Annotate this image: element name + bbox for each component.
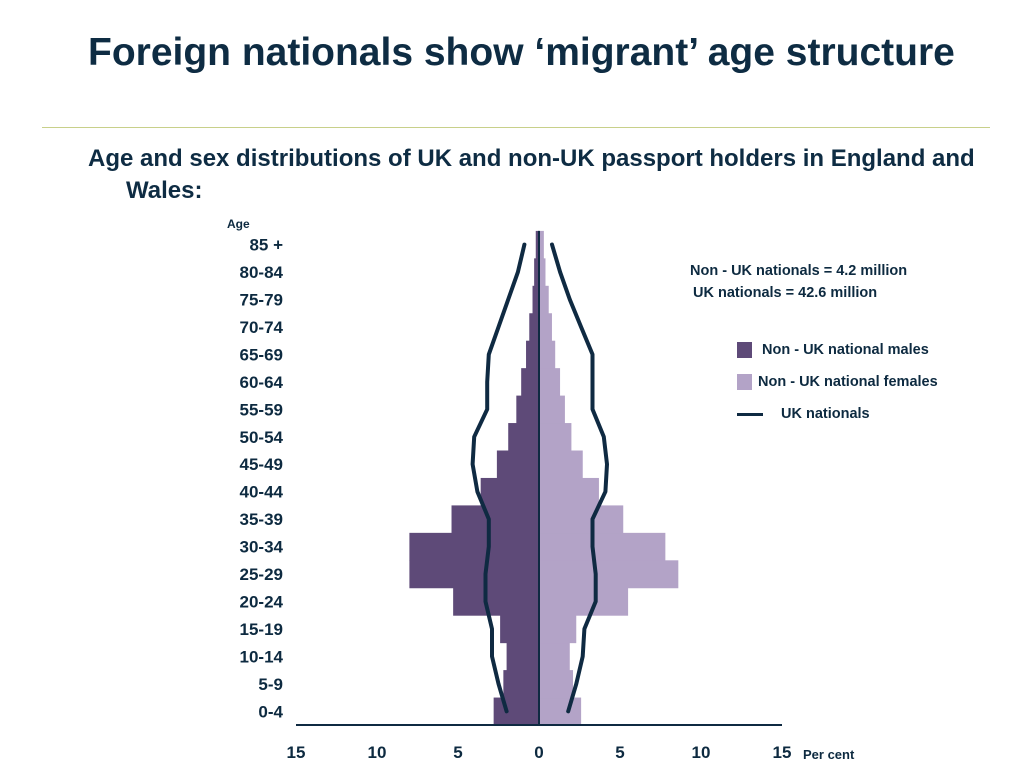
male-bar-60-64	[521, 368, 539, 397]
male-bar-80-84	[534, 258, 539, 287]
y-tick-label: 60-64	[240, 373, 284, 392]
uk-outline-layer	[470, 242, 609, 714]
y-tick-label: 30-34	[240, 538, 284, 557]
y-tick-label: 20-24	[240, 592, 284, 611]
legend-label-males: Non - UK national males	[762, 342, 929, 358]
legend-label-females: Non - UK national females	[758, 374, 938, 390]
male-bar-30-34	[409, 532, 539, 561]
male-bar-10-14	[506, 642, 539, 671]
female-bar-35-39	[539, 505, 624, 534]
y-tick-label: 15-19	[240, 620, 283, 639]
uk-outline-left	[470, 242, 527, 714]
male-bar-75-79	[532, 285, 539, 314]
x-axis-label: Per cent	[803, 747, 855, 762]
legend-swatch-females	[737, 374, 752, 390]
uk-outline-right	[550, 242, 609, 714]
y-tick-label: 45-49	[240, 455, 283, 474]
female-bar-55-59	[539, 395, 565, 424]
female-bar-25-29	[539, 560, 679, 589]
legend-swatch-uk-line	[737, 412, 763, 416]
bars-layer	[409, 230, 679, 726]
y-tick-label: 65-69	[240, 345, 283, 364]
labels-layer: 15 10 5 0 5 10 15 0-4 5-9 10-14 15-19 20-24 25-29 30-…	[227, 217, 855, 762]
x-tick-label: 5	[615, 743, 624, 762]
x-tick-label: 5	[453, 743, 462, 762]
y-tick-label: 85 +	[249, 236, 283, 255]
male-bar-85 +	[535, 230, 539, 259]
male-bar-0-4	[493, 697, 539, 726]
female-bar-30-34	[539, 532, 666, 561]
male-bar-35-39	[451, 505, 539, 534]
legend-item-males: Non - UK national males	[737, 342, 929, 358]
y-tick-label: 0-4	[258, 702, 283, 721]
male-bar-50-54	[508, 423, 539, 451]
y-tick-label: 35-39	[240, 510, 283, 529]
legend-swatch-males	[737, 342, 752, 358]
female-bar-80-84	[539, 258, 546, 287]
y-tick-label: 10-14	[240, 647, 284, 666]
y-tick-label: 5-9	[258, 675, 283, 694]
legend-label-uk: UK nationals	[781, 406, 870, 422]
non-uk-total-text: Non - UK nationals = 4.2 million	[690, 263, 908, 279]
y-tick-label: 75-79	[240, 291, 283, 310]
female-bar-20-24	[539, 587, 629, 616]
y-tick-label: 80-84	[240, 263, 284, 282]
female-bar-60-64	[539, 368, 561, 397]
x-tick-label: 10	[368, 743, 387, 762]
female-bar-10-14	[539, 642, 570, 671]
y-axis-label: Age	[227, 217, 250, 231]
male-bar-70-74	[529, 313, 539, 342]
x-tick-label: 0	[534, 743, 543, 762]
female-bar-50-54	[539, 423, 572, 451]
female-bar-45-49	[539, 450, 583, 479]
male-bar-15-19	[500, 615, 539, 644]
male-bar-5-9	[503, 670, 539, 699]
slide-subtitle: Age and sex distributions of UK and non-…	[88, 145, 975, 204]
male-bar-40-44	[480, 477, 539, 506]
slide-title: Foreign nationals show ‘migrant’ age str…	[88, 31, 955, 74]
uk-total-text: UK nationals = 42.6 million	[693, 285, 878, 301]
female-bar-15-19	[539, 615, 577, 644]
y-tick-label: 40-44	[240, 483, 284, 502]
male-bar-45-49	[496, 450, 539, 479]
female-bar-75-79	[539, 285, 549, 314]
legend-item-uk: UK nationals	[737, 406, 870, 422]
legend-item-females: Non - UK national females	[737, 374, 938, 390]
male-bar-25-29	[409, 560, 539, 589]
y-tick-label: 55-59	[240, 400, 283, 419]
female-bar-40-44	[539, 477, 599, 506]
x-tick-label: 15	[287, 743, 306, 762]
female-bar-70-74	[539, 313, 552, 342]
female-bar-5-9	[539, 670, 574, 699]
y-tick-label: 70-74	[240, 318, 284, 337]
title-divider	[42, 127, 990, 128]
y-tick-label: 50-54	[240, 428, 284, 447]
female-bar-0-4	[539, 697, 582, 726]
axis-layer	[296, 230, 782, 726]
male-bar-55-59	[516, 395, 539, 424]
male-bar-65-69	[526, 340, 539, 369]
x-tick-label: 15	[773, 743, 792, 762]
x-tick-label: 10	[692, 743, 711, 762]
y-tick-label: 25-29	[240, 565, 283, 584]
female-bar-65-69	[539, 340, 556, 369]
female-bar-85 +	[539, 230, 544, 259]
male-bar-20-24	[453, 587, 539, 616]
